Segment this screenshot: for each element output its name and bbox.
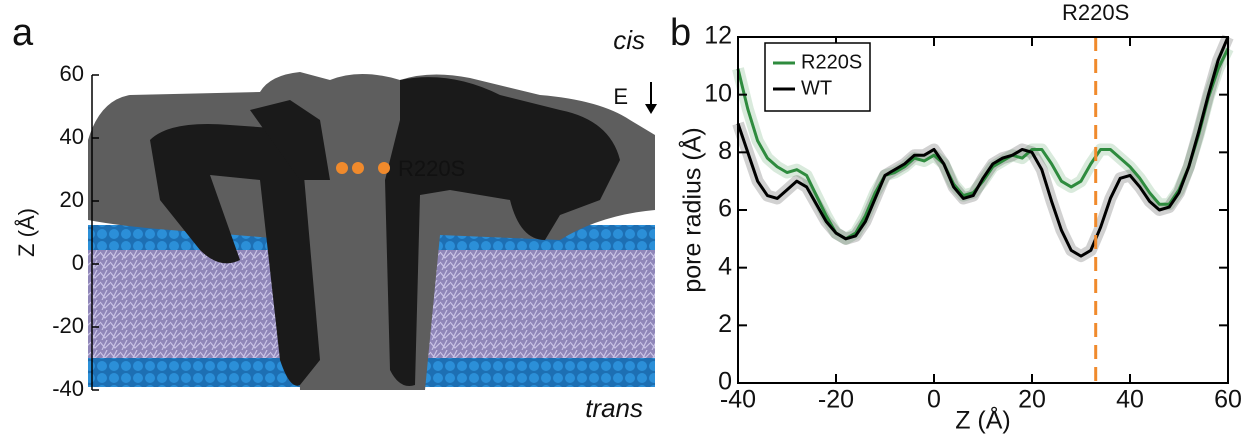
y-tick-label: 2 bbox=[718, 310, 732, 338]
panel-a: a -40 -20 0 20 40 60 Z (Å) cis trans E R220S bbox=[12, 12, 645, 423]
panel-label: b bbox=[670, 12, 691, 54]
annotation: cis bbox=[613, 25, 645, 55]
x-tick-label: -40 bbox=[720, 386, 756, 414]
panel-label: a bbox=[12, 12, 34, 54]
x-tick-label: 20 bbox=[1018, 386, 1046, 414]
y-tick-label: 10 bbox=[704, 79, 732, 107]
legend-label: R220S bbox=[801, 51, 862, 73]
reference-label: R220S bbox=[1062, 0, 1129, 25]
y-axis-label: Z (Å) bbox=[14, 208, 39, 257]
structure-render bbox=[88, 72, 657, 390]
x-tick-label: 60 bbox=[1214, 386, 1242, 414]
y-tick-label: -20 bbox=[52, 313, 84, 338]
x-tick-label: 40 bbox=[1116, 386, 1144, 414]
panel-b: b R220S -40 -20 0 20 40 60 0 2 4 6 8 10 12 Z (Å) pore ra… bbox=[670, 0, 1242, 435]
legend-label: WT bbox=[801, 77, 832, 99]
protein-subunit bbox=[385, 77, 620, 387]
protein-subunit bbox=[250, 100, 330, 180]
y-tick-label: 0 bbox=[72, 250, 84, 275]
series-line bbox=[736, 36, 1230, 258]
protein-subunit bbox=[150, 124, 320, 386]
y-tick-label: 40 bbox=[60, 124, 84, 149]
x-tick-label: 0 bbox=[927, 386, 941, 414]
x-tick-label: -20 bbox=[818, 386, 854, 414]
residue bbox=[336, 162, 348, 174]
y-tick-label: 0 bbox=[718, 368, 732, 396]
residue bbox=[352, 162, 364, 174]
y-tick-label: 4 bbox=[718, 252, 732, 280]
x-axis-label: Z (Å) bbox=[955, 405, 1011, 435]
y-tick-label: 12 bbox=[704, 22, 732, 50]
residue bbox=[378, 162, 390, 174]
annotation: trans bbox=[585, 393, 643, 423]
annotation: R220S bbox=[398, 156, 465, 181]
y-axis-label: pore radius (Å) bbox=[677, 127, 707, 292]
y-tick-label: 60 bbox=[60, 61, 84, 86]
annotation: E bbox=[613, 84, 628, 109]
legend-box bbox=[764, 42, 871, 112]
field-arrow-head bbox=[645, 104, 657, 114]
y-tick-label: 20 bbox=[60, 187, 84, 212]
y-tick-label: 8 bbox=[718, 137, 732, 165]
y-tick-label: -40 bbox=[52, 376, 84, 401]
y-tick-label: 6 bbox=[718, 195, 732, 223]
